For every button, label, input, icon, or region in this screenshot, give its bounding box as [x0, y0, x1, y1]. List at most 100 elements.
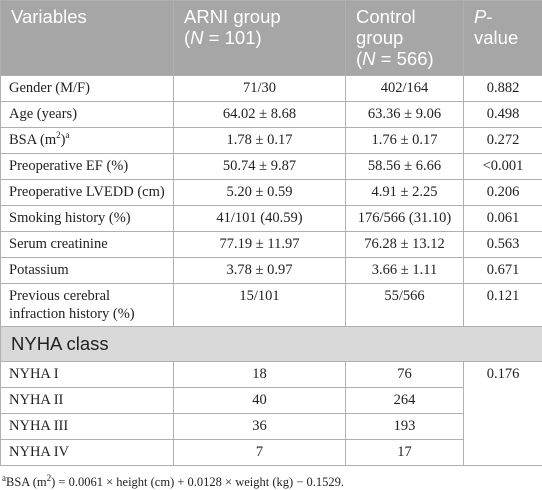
- table-cell: NYHA IV: [1, 440, 174, 466]
- table-row: Potassium 3.78 ± 0.97 3.66 ± 1.11 0.671: [1, 258, 542, 284]
- header-cell: Variables: [1, 1, 174, 76]
- cell-text: <0.001: [483, 158, 524, 174]
- table-cell: 176/566 (31.10): [346, 206, 464, 232]
- cell-text: 0.176: [487, 366, 520, 382]
- table-cell: Preoperative EF (%): [1, 154, 174, 180]
- table-cell: 0.206: [464, 180, 542, 206]
- table-cell: 50.74 ± 9.87: [174, 154, 346, 180]
- table-cell: 76: [346, 362, 464, 388]
- table-cell: <0.001: [464, 154, 542, 180]
- cell-text: 15/101: [239, 288, 279, 304]
- cell-text: 4.91 ± 2.25: [372, 184, 438, 200]
- cell-text: 0.061: [487, 210, 520, 226]
- cell-text: 71/30: [243, 80, 276, 96]
- table-cell: BSA (m2)a: [1, 128, 174, 154]
- cell-text: Gender (M/F): [9, 80, 90, 96]
- table-row: Previous cerebral infraction history (%)…: [1, 284, 542, 327]
- superscript: a: [65, 130, 69, 140]
- table-cell: 264: [346, 388, 464, 414]
- table-cell: Age (years): [1, 102, 174, 128]
- cell-text: 7: [256, 444, 263, 460]
- header-line: value: [474, 27, 532, 48]
- table-row: NYHA IV 7 17: [1, 440, 542, 466]
- cell-text: Previous cerebral infraction history (%): [9, 288, 135, 322]
- table-cell: Preoperative LVEDD (cm): [1, 180, 174, 206]
- table-row: Smoking history (%)41/101 (40.59)176/566…: [1, 206, 542, 232]
- cell-text: 0.498: [487, 106, 520, 122]
- table-cell: 18: [174, 362, 346, 388]
- table-row: NYHA III 36 193: [1, 414, 542, 440]
- cell-text: 63.36 ± 9.06: [368, 106, 441, 122]
- cell-text: 64.02 ± 8.68: [223, 106, 296, 122]
- cell-text: 40: [252, 392, 267, 408]
- cell-text: NYHA IV: [9, 444, 69, 460]
- table-cell: 0.498: [464, 102, 542, 128]
- cell-text: 3.66 ± 1.11: [372, 262, 437, 278]
- header-line: (N = 566): [356, 48, 453, 69]
- cell-text: NYHA II: [9, 392, 63, 408]
- table-cell: 17: [346, 440, 464, 466]
- header-cell: P-value: [464, 1, 542, 76]
- cell-text: 18: [252, 366, 267, 382]
- cell-text: 55/566: [384, 288, 424, 304]
- cell-text: 264: [394, 392, 416, 408]
- cell-text: Potassium: [9, 262, 69, 278]
- text-segment: ARNI group: [184, 6, 281, 27]
- cell-text: Preoperative EF (%): [9, 158, 128, 174]
- text-segment: N: [190, 27, 203, 48]
- table-row: Age (years) 64.02 ± 8.68 63.36 ± 9.06 0.498: [1, 102, 542, 128]
- table-cell: 41/101 (40.59): [174, 206, 346, 232]
- section-title: NYHA class: [1, 327, 542, 362]
- table-cell: 3.78 ± 0.97: [174, 258, 346, 284]
- table-cell: 1.76 ± 0.17: [346, 128, 464, 154]
- table-cell: 40: [174, 388, 346, 414]
- table-cell: 0.176: [464, 362, 542, 466]
- cell-text: 1.78 ± 0.17: [227, 132, 293, 148]
- table-cell: NYHA III: [1, 414, 174, 440]
- header-cell: ARNI group(N = 101): [174, 1, 346, 76]
- cell-text: NYHA III: [9, 418, 68, 434]
- cell-text: 176/566 (31.10): [358, 210, 451, 226]
- header-line: P-: [474, 6, 532, 27]
- text-segment: -: [486, 6, 492, 27]
- cell-text: 193: [394, 418, 416, 434]
- footnote: aBSA (m2) = 0.0061 × height (cm) + 0.012…: [2, 475, 542, 490]
- table-row: NYHA II 40 264: [1, 388, 542, 414]
- table-cell: 3.66 ± 1.11: [346, 258, 464, 284]
- cell-text: 0.671: [487, 262, 520, 278]
- header-line: (N = 101): [184, 27, 335, 48]
- table-cell: NYHA II: [1, 388, 174, 414]
- table-cell: 0.882: [464, 76, 542, 102]
- table-cell: 55/566: [346, 284, 464, 327]
- cell-text: 36: [252, 418, 267, 434]
- cell-text: 0.121: [487, 288, 520, 304]
- table-cell: 0.671: [464, 258, 542, 284]
- cell-text: 77.19 ± 11.97: [220, 236, 300, 252]
- table-cell: Potassium: [1, 258, 174, 284]
- table-cell: 0.061: [464, 206, 542, 232]
- table-cell: 77.19 ± 11.97: [174, 232, 346, 258]
- cell-text: Preoperative LVEDD (cm): [9, 184, 165, 200]
- table-cell: 1.78 ± 0.17: [174, 128, 346, 154]
- table-cell: Previous cerebral infraction history (%): [1, 284, 174, 327]
- table-row: Preoperative EF (%) 50.74 ± 9.87 58.56 ± 6…: [1, 154, 542, 180]
- cell-text: 76.28 ± 13.12: [364, 236, 444, 252]
- cell-text: 0.206: [487, 184, 520, 200]
- cell-text: 402/164: [381, 80, 429, 96]
- text-segment: value: [474, 27, 518, 48]
- cell-text: 58.56 ± 6.66: [368, 158, 441, 174]
- text-segment: BSA (m: [9, 132, 56, 148]
- table-cell: 76.28 ± 13.12: [346, 232, 464, 258]
- table-cell: 71/30: [174, 76, 346, 102]
- table-cell: 58.56 ± 6.66: [346, 154, 464, 180]
- cell-text: Age (years): [9, 106, 77, 122]
- text-segment: N: [362, 48, 375, 69]
- cell-text: 41/101 (40.59): [216, 210, 302, 226]
